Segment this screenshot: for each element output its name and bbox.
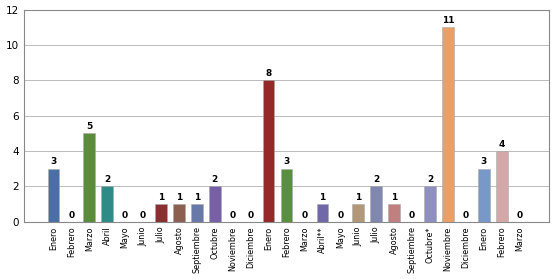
Text: 1: 1 [194, 193, 200, 202]
Bar [352, 204, 364, 222]
Bar [155, 204, 167, 222]
Text: 2: 2 [104, 175, 110, 184]
Text: 0: 0 [248, 211, 254, 220]
Text: 1: 1 [319, 193, 326, 202]
Bar [496, 151, 508, 222]
Bar [173, 204, 185, 222]
Text: 0: 0 [230, 211, 236, 220]
Text: 2: 2 [373, 175, 380, 184]
Text: 8: 8 [265, 69, 272, 78]
Bar [281, 169, 292, 222]
Text: 0: 0 [517, 211, 523, 220]
Bar [209, 186, 221, 222]
Text: 1: 1 [158, 193, 164, 202]
Bar [388, 204, 400, 222]
Text: 3: 3 [284, 157, 290, 167]
Text: 0: 0 [463, 211, 469, 220]
Text: 0: 0 [337, 211, 344, 220]
Text: 0: 0 [140, 211, 146, 220]
Bar [263, 80, 275, 222]
Bar [83, 133, 95, 222]
Text: 4: 4 [498, 140, 505, 149]
Text: 1: 1 [391, 193, 397, 202]
Text: 3: 3 [51, 157, 57, 167]
Text: 0: 0 [122, 211, 128, 220]
Bar [102, 186, 113, 222]
Text: 1: 1 [176, 193, 182, 202]
Text: 11: 11 [442, 16, 454, 25]
Bar [478, 169, 490, 222]
Text: 0: 0 [68, 211, 74, 220]
Bar [316, 204, 328, 222]
Bar [424, 186, 436, 222]
Text: 2: 2 [427, 175, 433, 184]
Text: 0: 0 [409, 211, 415, 220]
Bar [191, 204, 203, 222]
Text: 2: 2 [211, 175, 218, 184]
Bar [48, 169, 59, 222]
Bar [442, 27, 454, 222]
Text: 1: 1 [355, 193, 361, 202]
Text: 3: 3 [481, 157, 487, 167]
Bar [370, 186, 382, 222]
Text: 0: 0 [301, 211, 307, 220]
Text: 5: 5 [86, 122, 92, 131]
